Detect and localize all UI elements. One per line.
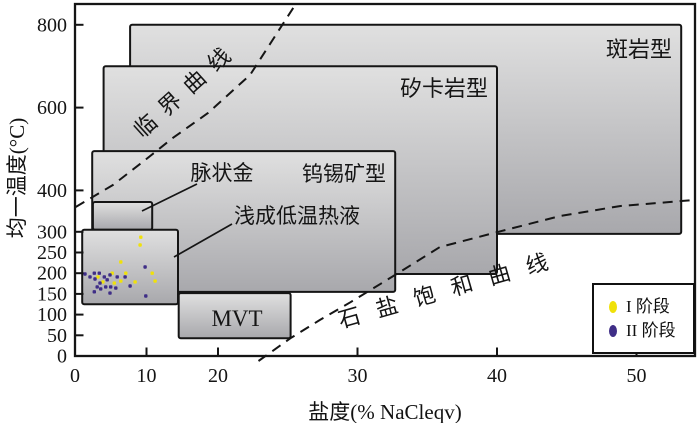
data-point-stage2 [83,272,87,276]
y-tick-label: 800 [37,14,67,36]
data-point-stage1 [139,235,143,239]
stage2-marker-icon [609,324,617,337]
data-point-stage2 [128,284,132,288]
region-epithermal [81,228,179,306]
y-tick-label: 600 [37,97,67,119]
legend-box: I 阶段 II 阶段 [592,283,695,354]
y-tick-label: 300 [37,221,67,243]
data-point-stage1 [112,281,116,285]
data-point-stage1 [138,243,142,247]
legend-item-stage1: I 阶段 [609,298,693,315]
epithermal-leader [173,223,233,258]
x-tick-label: 20 [208,365,228,387]
data-point-stage1 [153,279,157,283]
data-point-stage2 [114,286,118,290]
region-label-w-sn: 钨锡矿型 [302,162,386,186]
curve-halite-saturation [257,198,696,362]
x-tick-label: 30 [348,365,368,387]
data-point-stage1 [96,275,100,279]
data-point-stage2 [123,275,127,279]
region-label-skarn: 矽卡岩型 [400,76,488,101]
region-vein-gold [91,201,154,231]
data-point-stage2 [99,287,103,291]
data-point-stage2 [97,271,101,275]
region-label-porphyry: 斑岩型 [606,37,672,62]
data-point-stage2 [105,278,109,282]
region-label-mvt: MVT [211,306,262,331]
y-tick-label: 0 [57,346,67,368]
data-point-stage1 [124,271,128,275]
data-point-stage2 [95,285,99,289]
data-point-stage1 [119,260,123,264]
region-label-epithermal: 浅成低温热液 [234,204,360,228]
y-tick-label: 150 [37,283,67,305]
data-point-stage1 [119,279,123,283]
x-axis-title: 盐度(% NaCleqv) [308,400,462,423]
region-mvt [177,292,292,340]
x-tick-label: 50 [627,365,647,387]
y-tick-label: 200 [37,263,67,285]
legend-label-stage2: II 阶段 [626,321,676,340]
data-point-stage2 [92,271,96,275]
data-point-stage2 [88,275,92,279]
legend-item-stage2: II 阶段 [609,322,693,339]
data-point-stage1 [133,280,137,284]
x-tick-label: 10 [137,365,157,387]
y-tick-label: 100 [37,304,67,326]
x-tick-label: 0 [70,365,80,387]
x-tick-label: 40 [487,365,507,387]
data-point-stage1 [101,280,105,284]
legend-label-stage1: I 阶段 [626,297,670,316]
data-point-stage2 [115,275,119,279]
y-axis-title: 均一温度(°C) [5,117,29,239]
data-point-stage2 [143,265,147,269]
vein-gold-leader [141,183,198,212]
data-point-stage2 [108,273,112,277]
curve-critical [75,7,295,208]
y-tick-label: 400 [37,180,67,202]
y-tick-label: 250 [37,242,67,264]
y-tick-label: 50 [47,325,67,347]
data-point-stage2 [102,275,106,279]
plot-frame [73,2,697,358]
data-point-stage2 [92,290,96,294]
data-point-stage1 [150,271,154,275]
data-point-stage2 [144,294,148,298]
data-point-stage2 [108,291,112,295]
data-point-stage2 [98,281,102,285]
data-point-stage2 [109,285,113,289]
data-point-stage2 [93,277,97,281]
data-point-stage2 [104,285,108,289]
stage1-marker-icon [609,300,617,313]
region-label-vein-gold: 脉状金 [191,161,254,185]
